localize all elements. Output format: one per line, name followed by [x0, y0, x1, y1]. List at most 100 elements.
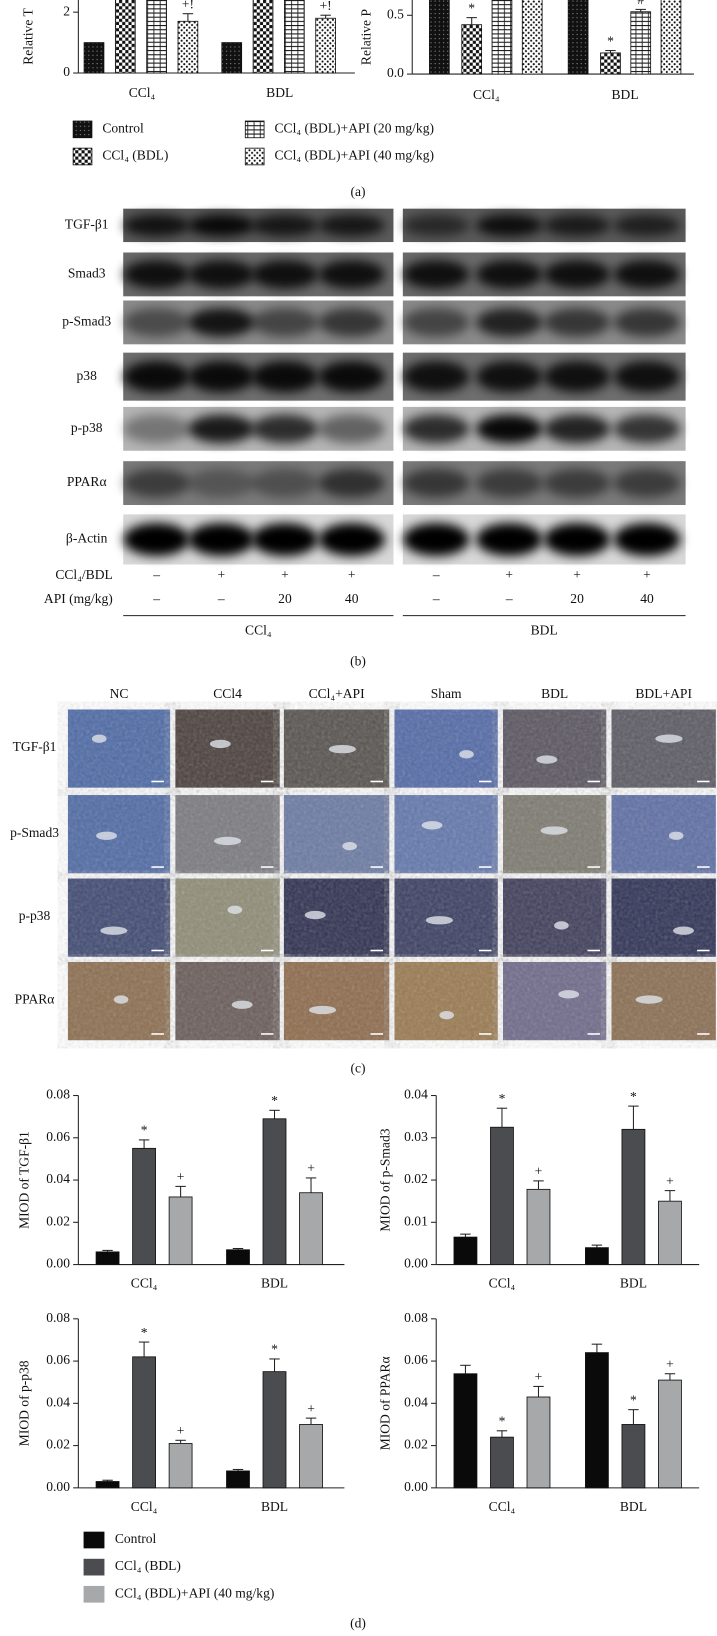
x-tick-label: CCl₄: [489, 1499, 516, 1514]
y-tick-label: 0.04: [46, 1394, 70, 1409]
ihc-image: [394, 709, 498, 788]
group-label: CCl₄: [245, 622, 272, 637]
blot-band: [543, 259, 611, 289]
bar: [585, 1247, 609, 1265]
bar: [168, 1196, 193, 1265]
significance-marker: *: [607, 33, 614, 48]
y-tick-label: 0.04: [46, 1171, 70, 1186]
blot-band: [475, 360, 543, 393]
bar: [658, 1200, 682, 1265]
bar: [453, 1373, 478, 1489]
y-tick-label: 0.02: [46, 1213, 70, 1228]
blot-band: [123, 414, 190, 444]
ihc-image: [283, 961, 390, 1041]
significance-marker: *: [630, 1089, 637, 1104]
error-bar: [269, 1358, 280, 1372]
blot-band: [613, 414, 681, 444]
significance-marker: *: [468, 0, 475, 15]
blot: [123, 300, 394, 345]
blot-band: [318, 522, 386, 556]
error-bar: [591, 1343, 603, 1353]
ihc-image: [611, 795, 716, 874]
y-tick-label: 0.06: [46, 1129, 70, 1144]
blot-row-label: p-p38: [71, 420, 103, 435]
blot-band: [613, 259, 681, 289]
blot-band: [475, 214, 543, 237]
ihc-vessel: [100, 926, 128, 935]
blot-band: [402, 214, 470, 237]
error-bar: [102, 1479, 113, 1482]
ihc-vessel: [635, 995, 663, 1004]
x-tick-label: BDL: [266, 85, 293, 100]
blot-band: [475, 414, 543, 444]
error-bar: [664, 1190, 676, 1202]
panel-caption: (b): [350, 654, 366, 670]
bar: [526, 1396, 551, 1489]
ihc-vessel: [558, 990, 580, 999]
error-bar: [305, 1417, 317, 1425]
treatment-value: 40: [640, 591, 654, 606]
bar: [526, 1188, 551, 1265]
bar: [491, 0, 513, 75]
y-tick-label: 0.08: [46, 1087, 70, 1102]
blot: [402, 352, 686, 401]
error-bar: [460, 1364, 471, 1374]
treatment-value: 20: [278, 591, 292, 606]
x-tick-label: BDL: [261, 1275, 288, 1290]
blot-band: [123, 307, 190, 337]
bar: [95, 1481, 120, 1489]
ihc-row-label: p-Smad3: [10, 825, 59, 840]
bar: [490, 1436, 514, 1489]
legend-swatch: [244, 147, 265, 166]
y-tick-label: 0.02: [404, 1171, 428, 1186]
significance-marker: *: [271, 1093, 278, 1108]
ihc-texture: [175, 795, 280, 874]
bar: [429, 0, 450, 75]
ihc-texture: [503, 709, 607, 788]
ihc-image: [67, 795, 171, 874]
bar: [521, 0, 543, 75]
y-tick-label: 0.00: [46, 1479, 70, 1494]
error-bar: [232, 1247, 244, 1250]
significance-marker: #: [637, 0, 644, 7]
bar: [221, 42, 243, 74]
treatment-value: +: [505, 567, 513, 582]
error-bar: [175, 1185, 186, 1197]
y-tick-label: 0.00: [46, 1256, 70, 1271]
blot-band: [402, 259, 470, 289]
ihc-texture: [283, 878, 390, 957]
blot-band: [251, 414, 319, 444]
error-bar: [269, 1109, 280, 1119]
panel-caption: (c): [350, 1061, 365, 1077]
y-tick-label: 0.08: [404, 1310, 428, 1325]
error-bar: [138, 1139, 150, 1149]
blot-band: [251, 468, 319, 498]
bar: [585, 1352, 609, 1489]
ihc-image: [67, 961, 171, 1041]
error-bar: [605, 50, 616, 53]
significance-marker: +: [177, 1169, 185, 1184]
ihc-vessel: [91, 734, 107, 743]
ihc-texture: [611, 795, 716, 874]
error-bar: [182, 13, 194, 22]
ihc-vessel: [213, 836, 242, 846]
blot-band: [318, 360, 386, 393]
ihc-vessel: [439, 1011, 454, 1020]
error-bar: [232, 1468, 244, 1471]
error-bar: [496, 1107, 508, 1128]
legend-label: CCl₄ (BDL)+API (20 mg/kg): [275, 120, 435, 136]
blot: [123, 406, 394, 451]
bar: [177, 20, 199, 74]
legend-label: Control: [102, 120, 144, 135]
ihc-vessel: [540, 826, 568, 835]
ihc-vessel: [113, 995, 129, 1004]
y-tick-label: 0.04: [404, 1087, 428, 1102]
ihc-vessel: [668, 831, 684, 840]
blot-band: [543, 214, 611, 237]
ihc-texture: [175, 709, 280, 788]
ihc-vessel: [655, 734, 683, 743]
blot: [402, 300, 686, 345]
significance-marker: +: [666, 1173, 674, 1188]
legend-label: Control: [115, 1531, 157, 1546]
